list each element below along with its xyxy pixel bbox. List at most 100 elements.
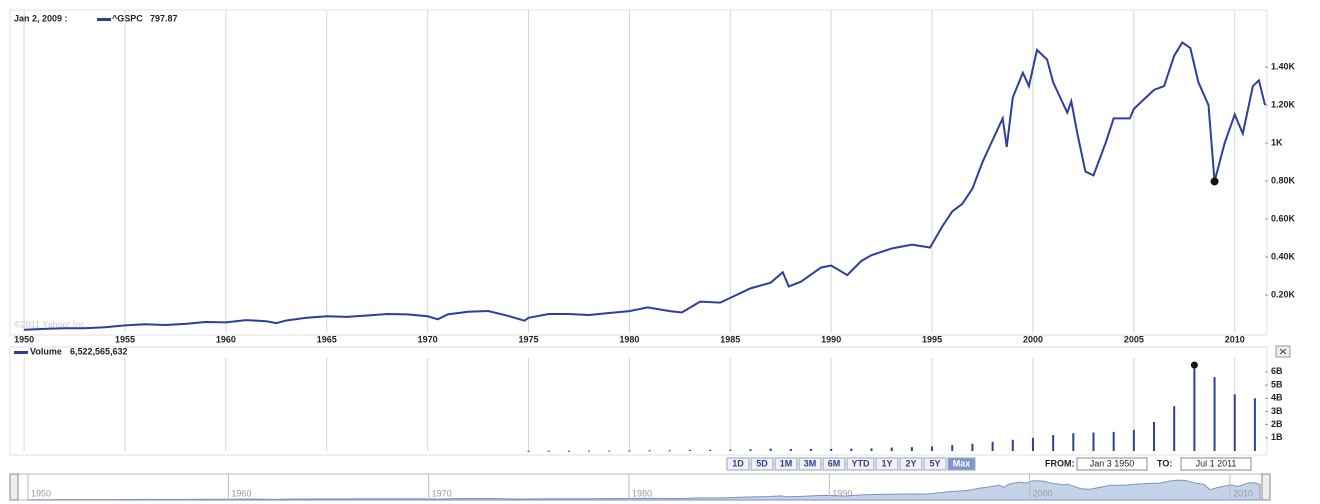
volume-bar bbox=[648, 450, 651, 452]
x-tick-label: 2005 bbox=[1124, 334, 1144, 344]
range-button[interactable] bbox=[947, 457, 976, 471]
from-input[interactable] bbox=[1076, 457, 1148, 471]
x-tick-label: 1975 bbox=[519, 334, 539, 344]
to-input[interactable] bbox=[1180, 457, 1252, 471]
y-tick-label: 0.80K bbox=[1271, 175, 1296, 185]
range-button[interactable] bbox=[774, 457, 798, 471]
volume-bar bbox=[547, 450, 550, 452]
navigator-tick-label: 1960 bbox=[231, 488, 251, 498]
x-tick-label: 2010 bbox=[1225, 334, 1245, 344]
range-button-label: Max bbox=[953, 458, 971, 468]
y-tick-label: 1B bbox=[1271, 432, 1283, 442]
x-tick-label: 1990 bbox=[821, 334, 841, 344]
x-tick-label: 1955 bbox=[115, 334, 135, 344]
x-tick-label: 2000 bbox=[1023, 334, 1043, 344]
navigator-handle-left[interactable] bbox=[9, 473, 19, 501]
price-line bbox=[24, 40, 1266, 331]
volume-bar bbox=[971, 443, 974, 451]
volume-bar bbox=[709, 449, 712, 451]
y-tick-label: 2B bbox=[1271, 419, 1283, 429]
volume-bar bbox=[951, 445, 954, 451]
volume-bar bbox=[789, 448, 792, 451]
to-label: TO: bbox=[1157, 458, 1172, 468]
y-tick-label: 6B bbox=[1271, 366, 1283, 376]
legend-name: Volume bbox=[30, 346, 62, 356]
copyright: ©2011 Yahoo! Inc. bbox=[14, 319, 87, 329]
navigator-tick-label: 1950 bbox=[31, 488, 51, 498]
x-tick-label: 1960 bbox=[216, 334, 236, 344]
navigator-tick-label: 1990 bbox=[832, 488, 852, 498]
volume-bar bbox=[870, 448, 873, 451]
navigator-tick-label: 2000 bbox=[1033, 488, 1053, 498]
navigator-tick-label: 2010 bbox=[1233, 488, 1253, 498]
range-button-label: 5D bbox=[756, 458, 768, 468]
y-tick-label: 4B bbox=[1271, 393, 1283, 403]
navigator-handle-right[interactable] bbox=[1261, 473, 1271, 501]
x-tick-label: 1950 bbox=[14, 334, 34, 344]
volume-bar bbox=[931, 446, 934, 451]
range-button[interactable] bbox=[822, 457, 846, 471]
volume-bar bbox=[810, 448, 813, 451]
volume-panel bbox=[9, 346, 1268, 456]
volume-bar bbox=[1011, 439, 1014, 451]
x-tick-label: 1965 bbox=[317, 334, 337, 344]
legend-swatch bbox=[97, 18, 111, 21]
from-value: Jan 3 1950 bbox=[1090, 458, 1135, 468]
to-value: Jul 1 2011 bbox=[1196, 458, 1237, 468]
volume-bar bbox=[749, 449, 752, 451]
volume-bar bbox=[910, 447, 913, 451]
volume-bar bbox=[830, 448, 833, 451]
range-button[interactable] bbox=[875, 457, 899, 471]
y-tick-label: 0.20K bbox=[1271, 289, 1296, 299]
volume-bar bbox=[1031, 437, 1034, 451]
volume-bar bbox=[688, 449, 691, 451]
hover-point bbox=[1190, 361, 1198, 369]
volume-bar bbox=[628, 450, 631, 452]
volume-bar bbox=[890, 447, 893, 451]
volume-bar bbox=[769, 448, 772, 451]
volume-bar bbox=[1213, 377, 1216, 451]
from-label: FROM: bbox=[1045, 458, 1075, 468]
range-button-label: 2Y bbox=[905, 458, 916, 468]
volume-bar bbox=[1132, 429, 1135, 451]
y-tick-label: 0.40K bbox=[1271, 251, 1296, 261]
close-button[interactable] bbox=[1275, 345, 1291, 358]
volume-bar bbox=[1092, 432, 1095, 451]
navigator-tick-label: 1980 bbox=[632, 488, 652, 498]
x-tick-label: 1995 bbox=[922, 334, 942, 344]
volume-bar bbox=[1173, 406, 1176, 451]
range-button-label: 1Y bbox=[881, 458, 892, 468]
volume-bar bbox=[1193, 365, 1196, 451]
y-tick-label: 1.20K bbox=[1271, 99, 1296, 109]
volume-bar bbox=[567, 450, 570, 452]
volume-bar bbox=[1052, 435, 1055, 451]
y-tick-label: 1K bbox=[1271, 137, 1283, 147]
volume-bar bbox=[1253, 398, 1256, 451]
range-button-label: 6M bbox=[828, 458, 841, 468]
y-tick-label: 0.60K bbox=[1271, 213, 1296, 223]
range-button[interactable] bbox=[899, 457, 923, 471]
x-tick-label: 1980 bbox=[619, 334, 639, 344]
range-button[interactable] bbox=[923, 457, 947, 471]
volume-bar bbox=[1112, 431, 1115, 451]
range-button[interactable] bbox=[750, 457, 774, 471]
legend-swatch bbox=[14, 351, 28, 354]
volume-bar bbox=[850, 448, 853, 451]
range-button-label: 1M bbox=[780, 458, 793, 468]
legend-name: ^GSPC bbox=[112, 13, 143, 23]
range-button-label: 1D bbox=[732, 458, 744, 468]
volume-bar bbox=[1153, 421, 1156, 451]
volume-bar bbox=[668, 450, 671, 452]
range-button-label: YTD bbox=[852, 458, 871, 468]
range-button-label: 3M bbox=[804, 458, 817, 468]
range-button[interactable] bbox=[798, 457, 822, 471]
volume-bar bbox=[729, 449, 732, 451]
volume-bar bbox=[991, 441, 994, 451]
legend-value: 6,522,565,632 bbox=[70, 346, 128, 356]
legend-value: 797.87 bbox=[150, 13, 178, 23]
volume-bar bbox=[1233, 394, 1236, 451]
range-button[interactable] bbox=[726, 457, 750, 471]
hover-date: Jan 2, 2009 : bbox=[14, 13, 68, 23]
range-button[interactable] bbox=[846, 457, 875, 471]
